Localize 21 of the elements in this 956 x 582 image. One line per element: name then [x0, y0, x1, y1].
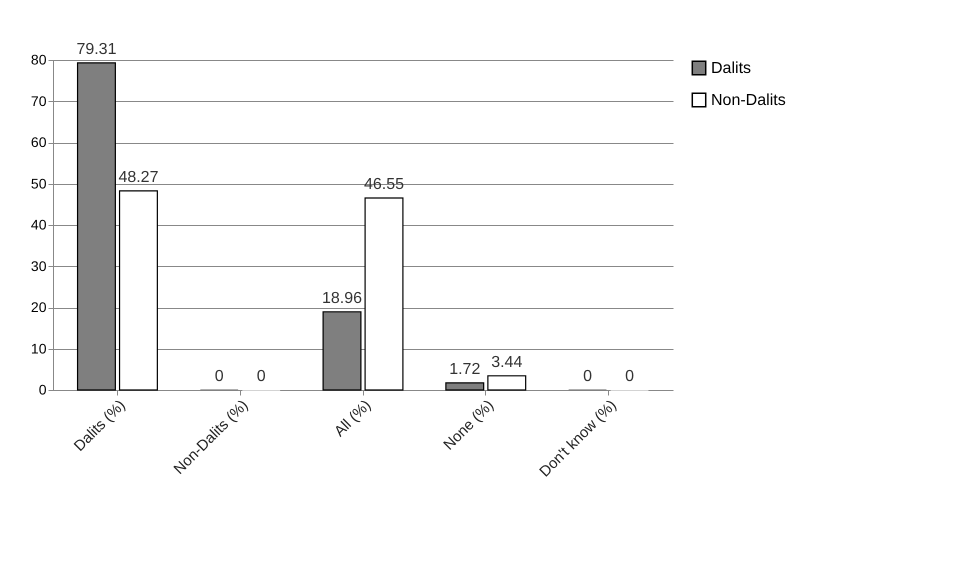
data-label: 48.27 — [118, 168, 159, 186]
data-label: 0 — [625, 368, 634, 385]
y-tick-label: 60 — [30, 134, 47, 150]
legend-label: Dalits — [711, 60, 752, 77]
y-tick-label: 10 — [30, 340, 47, 356]
data-label: 0 — [256, 368, 266, 385]
data-label: 0 — [583, 368, 592, 385]
data-label: 18.96 — [322, 290, 362, 307]
data-label: 3.44 — [491, 354, 522, 371]
y-tick-label: 70 — [30, 92, 47, 109]
y-tick-label: 40 — [30, 216, 47, 232]
y-tick-label: 30 — [30, 258, 47, 274]
x-tick-label: All (%) — [331, 396, 374, 440]
y-tick-label: 80 — [30, 52, 47, 68]
data-label: 0 — [214, 368, 224, 385]
legend-label: Non-Dalits — [711, 92, 786, 109]
y-tick-label: 0 — [38, 382, 47, 398]
data-label: 1.72 — [449, 360, 480, 378]
y-tick-label: 50 — [30, 175, 47, 192]
y-tick-label: 20 — [30, 299, 47, 315]
data-label: 79.31 — [76, 40, 117, 58]
